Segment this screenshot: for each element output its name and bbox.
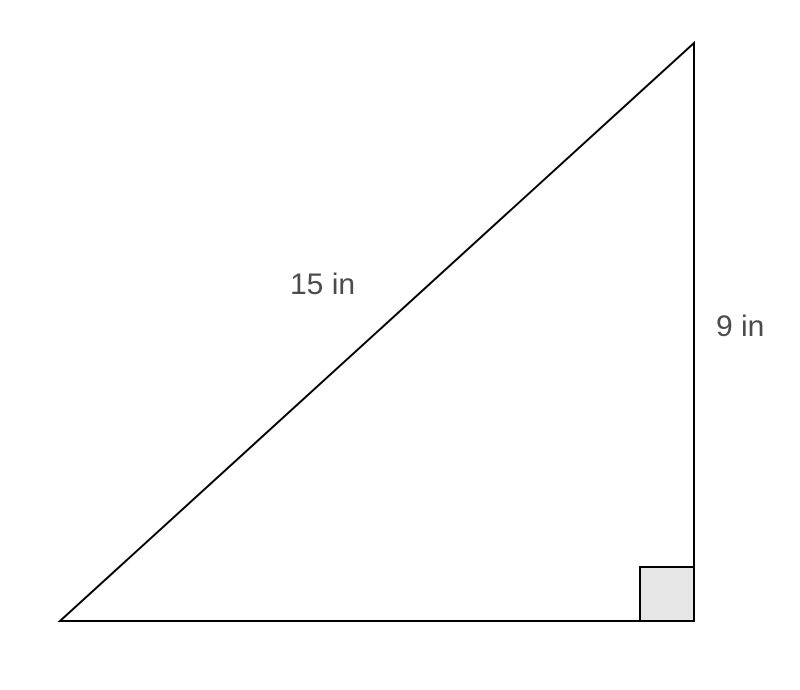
hypotenuse-label: 15 in bbox=[290, 268, 355, 302]
right-triangle bbox=[60, 43, 694, 621]
right-angle-marker bbox=[640, 567, 694, 621]
right-leg-label: 9 in bbox=[716, 310, 764, 344]
triangle-svg bbox=[0, 0, 800, 690]
diagram-stage: 15 in 9 in bbox=[0, 0, 800, 690]
